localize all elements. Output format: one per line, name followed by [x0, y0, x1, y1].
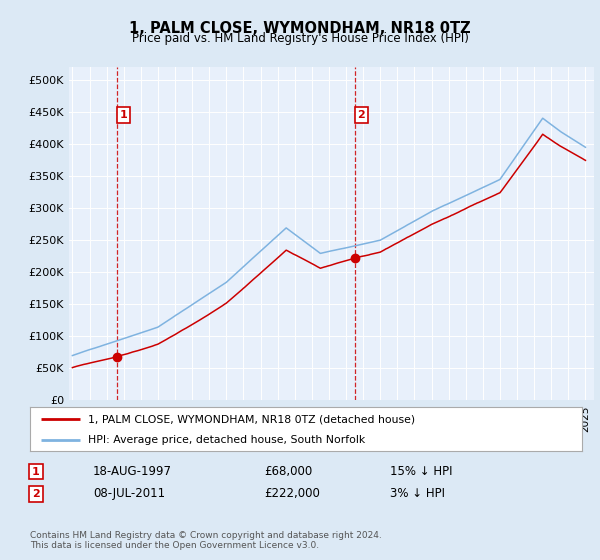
Text: 2: 2	[32, 489, 40, 499]
Text: 1: 1	[120, 110, 128, 120]
Text: 1, PALM CLOSE, WYMONDHAM, NR18 0TZ: 1, PALM CLOSE, WYMONDHAM, NR18 0TZ	[129, 21, 471, 36]
Text: 3% ↓ HPI: 3% ↓ HPI	[390, 487, 445, 501]
Text: 18-AUG-1997: 18-AUG-1997	[93, 465, 172, 478]
Text: £68,000: £68,000	[264, 465, 312, 478]
Text: 15% ↓ HPI: 15% ↓ HPI	[390, 465, 452, 478]
Text: Contains HM Land Registry data © Crown copyright and database right 2024.
This d: Contains HM Land Registry data © Crown c…	[30, 531, 382, 550]
Text: 1: 1	[32, 466, 40, 477]
Text: 1, PALM CLOSE, WYMONDHAM, NR18 0TZ (detached house): 1, PALM CLOSE, WYMONDHAM, NR18 0TZ (deta…	[88, 414, 415, 424]
Text: £222,000: £222,000	[264, 487, 320, 501]
Text: HPI: Average price, detached house, South Norfolk: HPI: Average price, detached house, Sout…	[88, 435, 365, 445]
Text: 2: 2	[358, 110, 365, 120]
Text: Price paid vs. HM Land Registry's House Price Index (HPI): Price paid vs. HM Land Registry's House …	[131, 32, 469, 45]
Text: 08-JUL-2011: 08-JUL-2011	[93, 487, 165, 501]
